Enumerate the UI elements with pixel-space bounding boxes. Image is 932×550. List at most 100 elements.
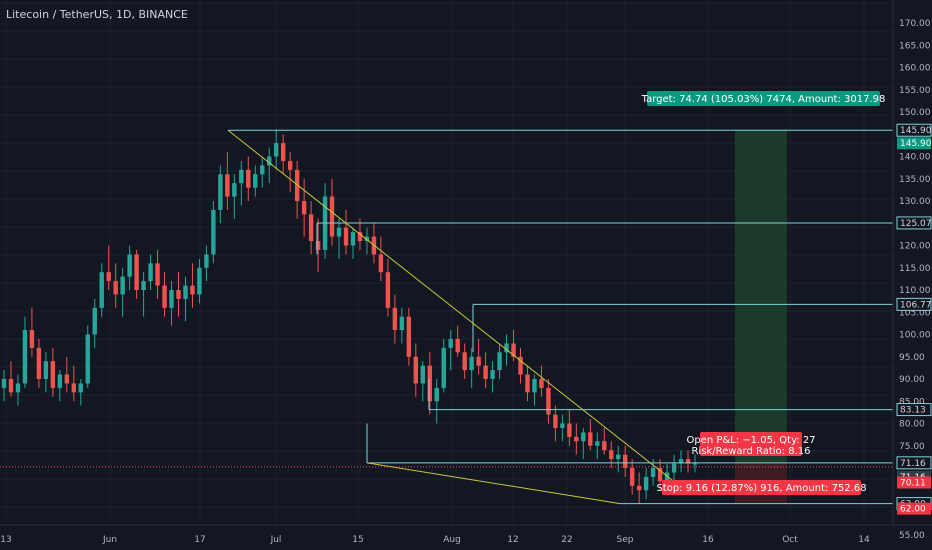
pnl-label-bg bbox=[700, 432, 802, 456]
candle bbox=[350, 227, 356, 259]
target-label[interactable]: Target: 74.74 (105.03%) 7474, Amount: 30… bbox=[641, 91, 886, 106]
candle bbox=[476, 338, 481, 375]
candle-body bbox=[664, 472, 670, 482]
candle-body bbox=[127, 254, 132, 277]
price-badge-bg bbox=[897, 502, 931, 515]
candle bbox=[399, 307, 405, 344]
level-badge: 106.77 bbox=[896, 297, 932, 311]
stop-label-text: Stop: 9.16 (12.87%) 916, Amount: 752.68 bbox=[656, 483, 866, 494]
price-tick-label: 80.00 bbox=[899, 420, 925, 430]
candle bbox=[260, 156, 265, 188]
candle bbox=[650, 459, 656, 486]
candle-body bbox=[8, 379, 14, 393]
candle bbox=[169, 281, 174, 326]
candle bbox=[120, 267, 125, 317]
candle-body bbox=[50, 361, 56, 388]
candle-body bbox=[532, 379, 537, 393]
candle-body bbox=[315, 241, 321, 250]
downtrend-line bbox=[227, 129, 686, 491]
candle bbox=[301, 178, 307, 237]
candle-body bbox=[504, 343, 509, 353]
candle bbox=[643, 468, 649, 500]
candle-body bbox=[692, 463, 698, 465]
candle-body bbox=[406, 316, 412, 357]
candle bbox=[518, 347, 523, 384]
time-tick-label: Sep bbox=[617, 535, 634, 545]
candle bbox=[287, 152, 293, 193]
candle-body bbox=[469, 356, 474, 371]
candle bbox=[190, 263, 195, 308]
candle-body bbox=[211, 209, 216, 255]
candle bbox=[22, 316, 28, 388]
candle-body bbox=[246, 169, 251, 188]
candle-body bbox=[678, 459, 684, 464]
candle bbox=[50, 347, 56, 397]
candle bbox=[127, 245, 132, 290]
candle-body bbox=[629, 468, 635, 486]
candle-body bbox=[113, 281, 118, 295]
candle bbox=[434, 379, 439, 424]
candle-body bbox=[204, 254, 209, 268]
candle bbox=[232, 174, 237, 219]
candle-body bbox=[99, 272, 104, 308]
candle-body bbox=[441, 347, 446, 388]
candle bbox=[609, 441, 614, 468]
time-axis[interactable]: 13 Jun 17 Jul 15 Aug 12 22 Sep 16 Oct 14 bbox=[0, 524, 932, 545]
candle bbox=[280, 134, 286, 175]
candle-body bbox=[553, 414, 558, 428]
pnl-label-text: Risk/Reward Ratio: 8.16 bbox=[691, 446, 810, 457]
candle-body bbox=[392, 307, 398, 331]
candle-body bbox=[141, 281, 146, 290]
candle-body bbox=[364, 236, 370, 242]
price-badge: 145.90 bbox=[897, 137, 932, 150]
candle-body bbox=[643, 476, 649, 491]
candle-body bbox=[539, 379, 544, 388]
price-badge: 70.11 bbox=[897, 476, 931, 489]
candle bbox=[274, 129, 279, 170]
price-axis[interactable]: 170.00 165.00 160.00 155.00 150.00 140.00 135.… bbox=[892, 0, 932, 541]
candle bbox=[162, 272, 167, 317]
pnl-label-text: Open P&L: −1.05, Qty: 27 bbox=[686, 435, 815, 446]
candle bbox=[406, 307, 412, 366]
candle-body bbox=[253, 174, 258, 188]
level-badge-text: 145.90 bbox=[900, 126, 932, 136]
candle bbox=[336, 218, 342, 259]
candle bbox=[490, 361, 495, 393]
candle bbox=[36, 338, 42, 388]
price-tick-label: 160.00 bbox=[899, 64, 931, 74]
time-tick-label: 14 bbox=[858, 535, 870, 545]
candle bbox=[106, 245, 111, 290]
candle bbox=[483, 352, 488, 388]
candle-body bbox=[29, 330, 35, 348]
candle-body bbox=[581, 432, 586, 442]
price-badge: 62.00 bbox=[897, 502, 931, 515]
time-tick-label: Jun bbox=[102, 535, 117, 545]
candle bbox=[64, 356, 70, 393]
price-tick-label: 155.00 bbox=[899, 86, 931, 96]
trend-lines bbox=[227, 129, 686, 505]
candle-body bbox=[546, 387, 551, 415]
candle bbox=[581, 427, 586, 460]
price-tick-label: 120.00 bbox=[899, 242, 931, 252]
candle bbox=[43, 352, 49, 393]
price-badge-text: 145.90 bbox=[900, 139, 932, 149]
candle bbox=[685, 450, 691, 473]
candle-body bbox=[385, 272, 391, 308]
candle-body bbox=[636, 485, 642, 491]
price-tick-label: 100.00 bbox=[899, 331, 931, 341]
stop-label-bg bbox=[662, 480, 861, 495]
candle-body bbox=[162, 285, 167, 308]
level-badge-text: 83.13 bbox=[900, 406, 926, 416]
candle bbox=[134, 249, 139, 299]
candle bbox=[183, 276, 188, 322]
candle-body bbox=[190, 285, 195, 295]
candle-body bbox=[650, 468, 656, 477]
stop-label[interactable]: Stop: 9.16 (12.87%) 916, Amount: 752.68 bbox=[656, 480, 867, 495]
price-levels bbox=[0, 129, 893, 505]
price-tick-label: 110.00 bbox=[899, 286, 931, 296]
candle-body bbox=[336, 227, 342, 237]
level-badge-bg bbox=[896, 216, 932, 230]
candle bbox=[385, 258, 391, 317]
